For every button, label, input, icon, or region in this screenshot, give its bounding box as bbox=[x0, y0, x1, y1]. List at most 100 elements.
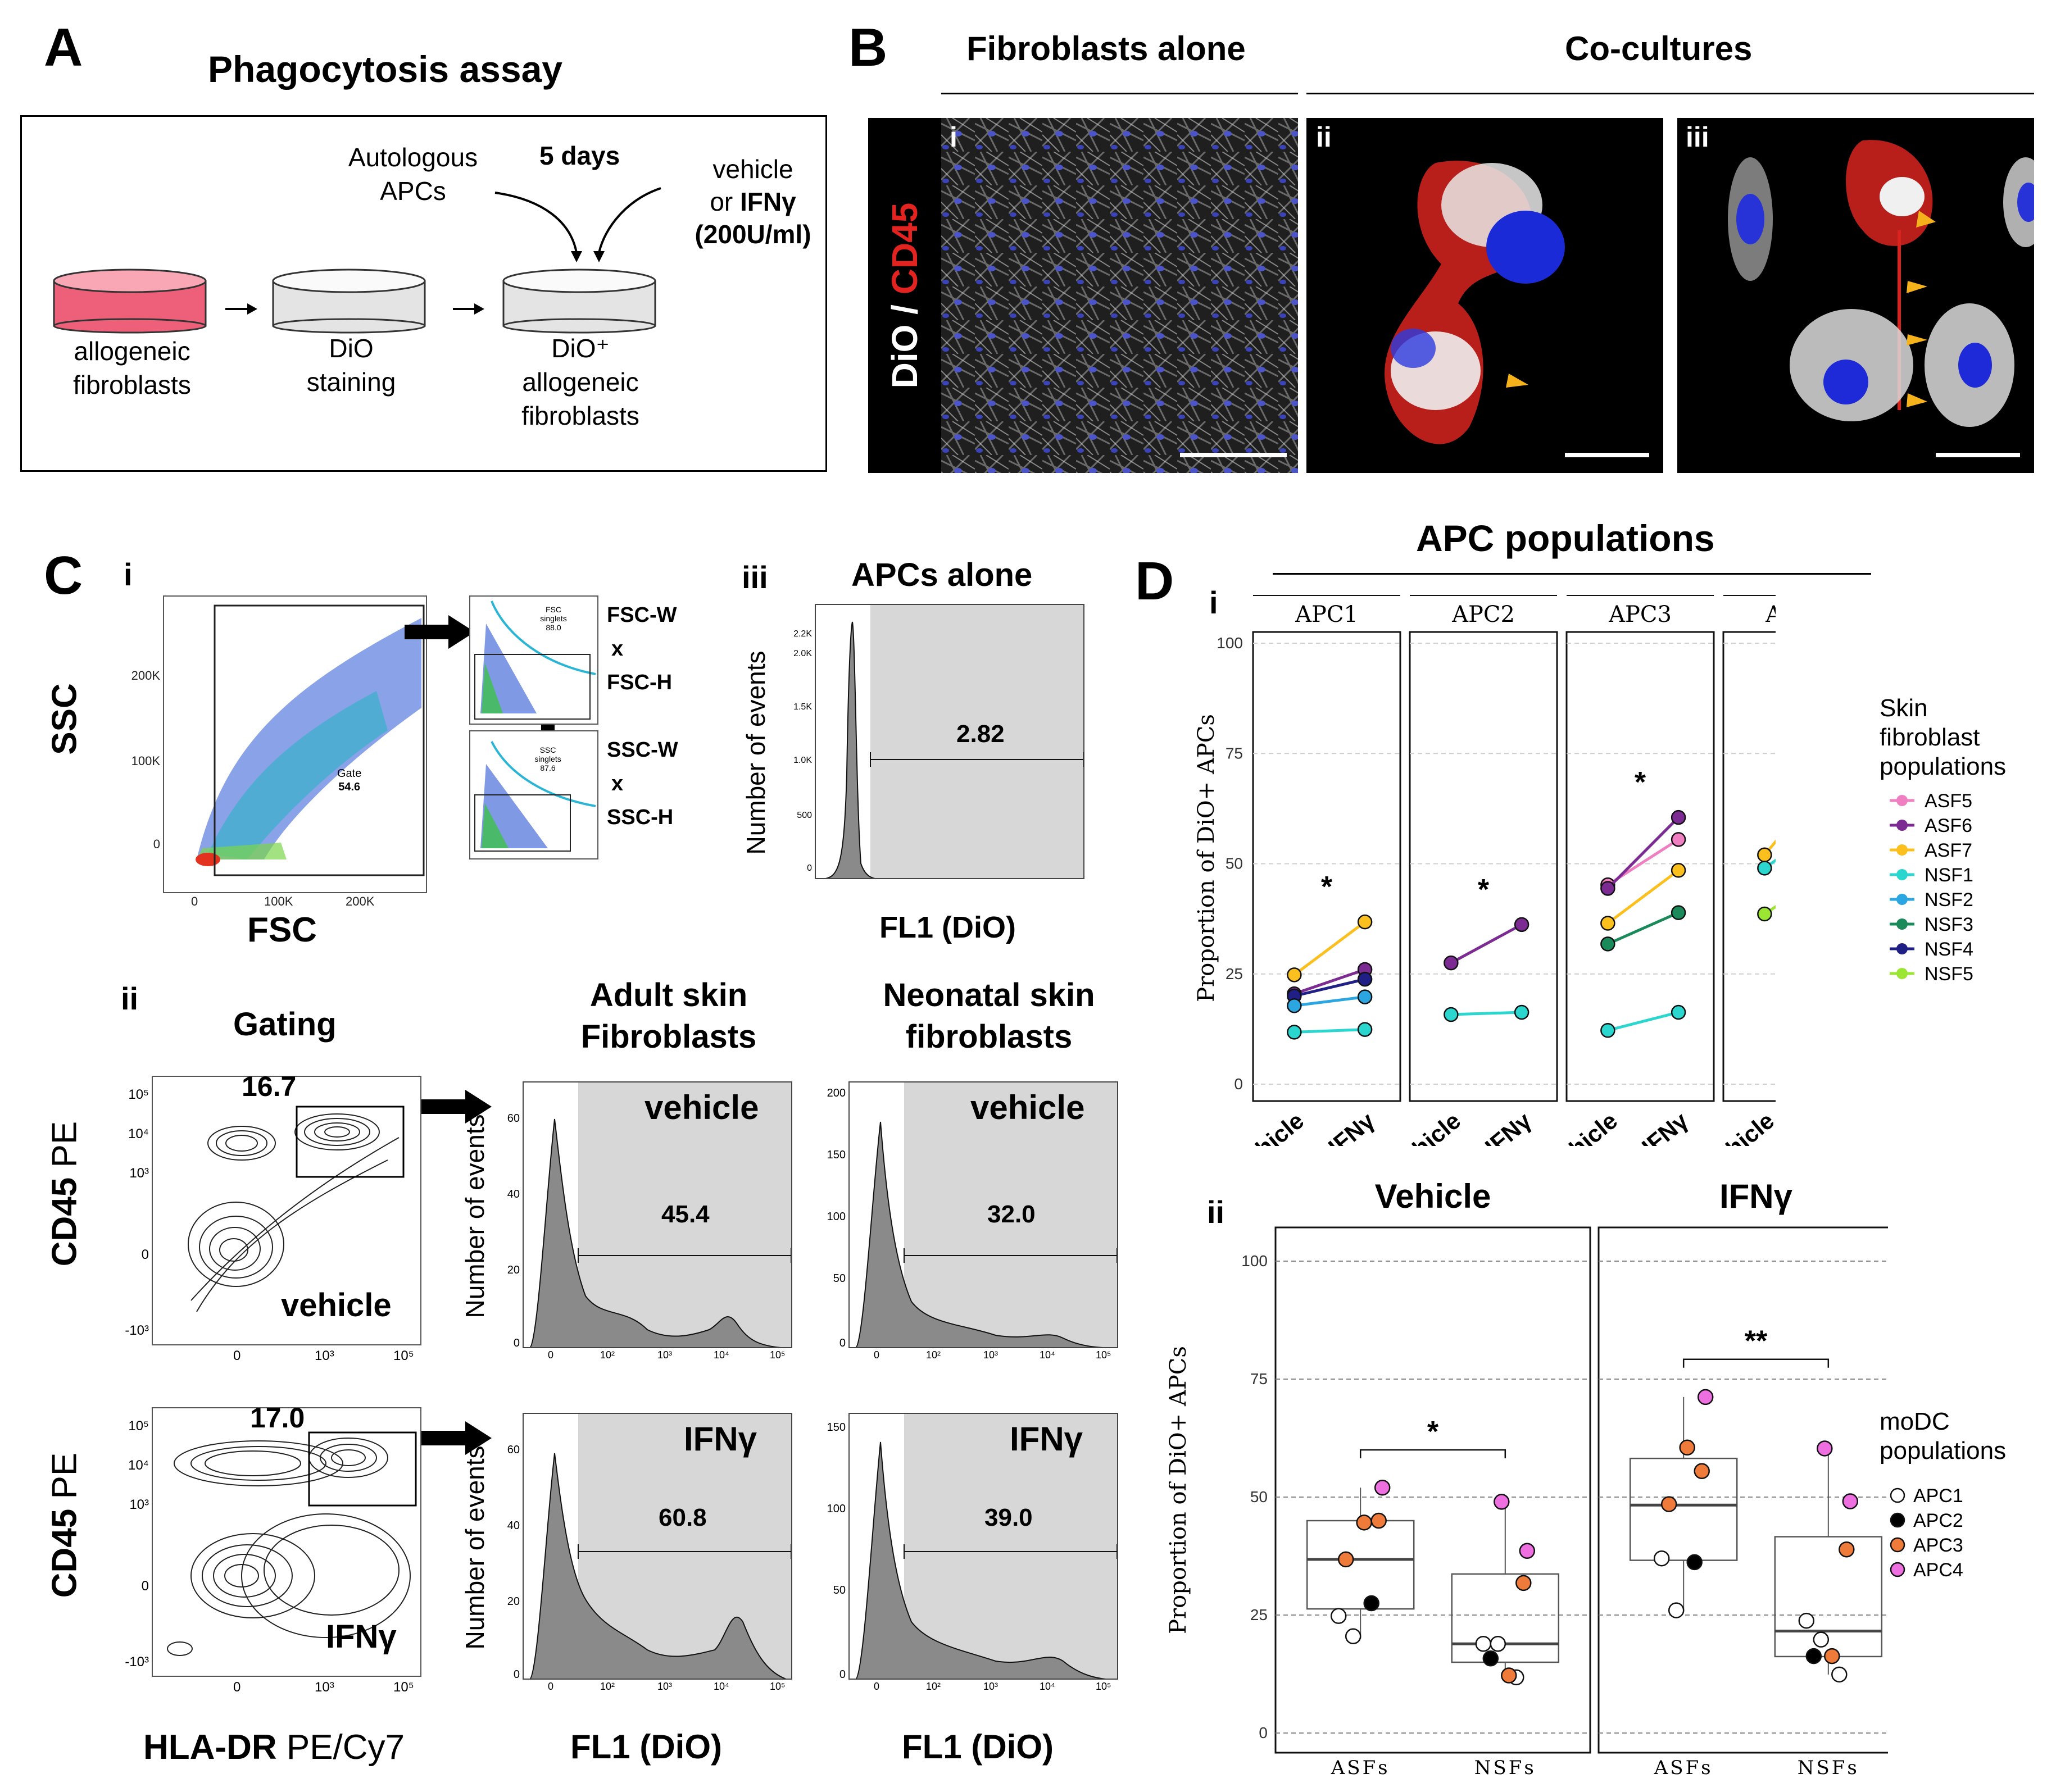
arrow-step-2 bbox=[453, 303, 484, 315]
d-ii-point-apc2 bbox=[1686, 1554, 1703, 1571]
nix-1: 0 bbox=[874, 1681, 880, 1692]
stain-label: DiO / CD45 bbox=[884, 203, 925, 389]
d-ii-ytick: 50 bbox=[1250, 1488, 1268, 1506]
legend-ii-label-apc4: APC4 bbox=[1913, 1559, 1963, 1581]
neonatal-title-line2: fibroblasts bbox=[905, 1018, 1073, 1055]
arrow-apcs bbox=[494, 192, 578, 253]
neonatal-ifng-curve bbox=[855, 1441, 1117, 1679]
vehicle-line: vehicle bbox=[712, 154, 793, 184]
d-ii-point-apc3 bbox=[1660, 1496, 1677, 1512]
legend-ii-label-apc2: APC2 bbox=[1913, 1510, 1963, 1531]
cd45-ylabel-suffix-2: PE bbox=[45, 1452, 84, 1509]
apc-ytick-4: 1.0K bbox=[793, 756, 812, 765]
d-ii-point-apc3 bbox=[1839, 1541, 1855, 1558]
ai-ytick-3: 20 bbox=[507, 1595, 520, 1608]
d-ii-point-apc4 bbox=[1494, 1494, 1510, 1510]
d-ii-point-apc3 bbox=[1370, 1512, 1387, 1529]
fsc-h: FSC-H bbox=[607, 671, 673, 694]
d-i-line-asf6 bbox=[1450, 923, 1523, 965]
av-ytick-3: 20 bbox=[507, 1264, 520, 1276]
arrow-treatment bbox=[598, 187, 661, 253]
legend-ii-title: moDC populations bbox=[1880, 1407, 2006, 1466]
dish2-line1: DiO bbox=[329, 334, 374, 363]
panel-d-i-label: i bbox=[1209, 585, 1218, 620]
vehicle-gate bbox=[296, 1106, 405, 1178]
fsc-singlets-subtitle: singlets bbox=[540, 614, 566, 623]
contour-ifng-ylabel: CD45 PE bbox=[45, 1453, 85, 1598]
apc-ytick-6: 0 bbox=[807, 863, 812, 873]
d-ii-point-apc1 bbox=[1490, 1635, 1506, 1652]
d-i-facet-title: APC4 bbox=[1765, 602, 1776, 627]
neonatal-vehicle-curve bbox=[855, 1121, 1117, 1347]
adult-ifng-yticks: 60 40 20 0 bbox=[494, 1413, 520, 1681]
legend-ii-title-1: moDC bbox=[1880, 1408, 1950, 1435]
adult-title: Adult skin Fibroblasts bbox=[517, 975, 820, 1058]
legend-i-label-nsf4: NSF4 bbox=[1925, 939, 1973, 960]
apcs-alone-gate-shade bbox=[870, 605, 1083, 878]
adult-vehicle-ylabel: Number of events bbox=[460, 1114, 489, 1318]
panel-d-letter: D bbox=[1135, 551, 1174, 611]
d-ii-ylabel: Proportion of DiO+ APCs bbox=[1169, 1346, 1191, 1634]
d-i-xtick-1: IFNγ bbox=[1480, 1107, 1536, 1146]
arrow-ifng bbox=[421, 1421, 492, 1455]
d-i-point-asf7-vehicle bbox=[1600, 916, 1615, 931]
adult-title-line1: Adult skin bbox=[589, 977, 748, 1013]
dish1-line1: allogeneic bbox=[74, 336, 190, 366]
dish2-label: DiO staining bbox=[258, 331, 444, 399]
legend-i-title-1: Skin bbox=[1880, 694, 1928, 722]
d-i-xtick-0: Vehicle bbox=[1700, 1107, 1776, 1146]
cv-ytick-4: 0 bbox=[141, 1247, 149, 1262]
nv-ytick-3: 100 bbox=[827, 1211, 846, 1223]
dish3-line3: fibroblasts bbox=[521, 401, 639, 430]
arrowhead-iii-4 bbox=[1907, 393, 1927, 407]
fsc-axes-label: FSC-W x FSC-H bbox=[607, 598, 677, 699]
cv-ytick-2: 10⁴ bbox=[128, 1126, 149, 1141]
d-i-point-nsf2-ifng bbox=[1357, 989, 1373, 1004]
five-days-label: 5 days bbox=[539, 141, 620, 170]
header-rule-left bbox=[941, 93, 1298, 94]
gating-title: Gating bbox=[233, 1006, 337, 1043]
sub-label-i: i bbox=[950, 121, 957, 153]
ssc-singlets-value: 87.6 bbox=[540, 763, 555, 772]
ifng-gate-value: 17.0 bbox=[250, 1402, 305, 1434]
cd45-ylabel-suffix: PE bbox=[45, 1121, 84, 1177]
d-i-point-nsf3-vehicle bbox=[1600, 936, 1615, 952]
neonatal-xlabel: FL1 (DiO) bbox=[902, 1728, 1054, 1766]
arrow-step-1 bbox=[225, 303, 257, 315]
d-i-point-nsf1-vehicle bbox=[1444, 1007, 1459, 1022]
neonatal-ifng-gate-shade bbox=[904, 1414, 1117, 1679]
apcs-alone-xlabel: FL1 (DiO) bbox=[879, 911, 1016, 944]
adult-vehicle-value: 45.4 bbox=[661, 1200, 710, 1228]
legend-ii: APC1 APC2 APC3 APC4 bbox=[1890, 1485, 1963, 1581]
d-ii-point-apc3 bbox=[1356, 1514, 1372, 1531]
legend-i-dot-asf7 bbox=[1896, 844, 1908, 856]
nvx-2: 10² bbox=[926, 1349, 941, 1361]
d-ii-point-apc1 bbox=[1475, 1635, 1492, 1652]
hla-dr-bold: HLA-DR bbox=[143, 1728, 277, 1767]
ssc-axes-label: SSC-W x SSC-H bbox=[607, 733, 678, 834]
nv-ytick-1: 200 bbox=[827, 1087, 846, 1099]
d-i-facet-title: APC2 bbox=[1451, 602, 1515, 627]
d-i-line-nsf3 bbox=[1607, 911, 1680, 945]
av-ytick-4: 0 bbox=[513, 1337, 520, 1349]
d-ii-box-nsfs bbox=[1451, 1573, 1560, 1663]
d-ii-point-apc4 bbox=[1697, 1389, 1714, 1406]
d-ii-ytick: 25 bbox=[1250, 1606, 1268, 1623]
fsc-singlets-value: 88.0 bbox=[546, 623, 561, 632]
adult-xlabel: FL1 (DiO) bbox=[570, 1728, 722, 1766]
d-ii-point-apc1 bbox=[1813, 1631, 1830, 1648]
d-ii-facet-title: IFNγ bbox=[1719, 1177, 1793, 1215]
d-ii-point-apc4 bbox=[1374, 1479, 1391, 1496]
d-i-point-asf6-vehicle bbox=[1600, 881, 1615, 896]
ssc-axis-label: SSC bbox=[45, 683, 84, 755]
dish-dio-staining bbox=[272, 269, 426, 334]
apc-ytick-2: 2.0K bbox=[793, 649, 812, 658]
d-ii-sig-bracket bbox=[1682, 1358, 1830, 1368]
ci-ytick-5: -10³ bbox=[125, 1654, 149, 1670]
ci-xtick-2: 10³ bbox=[315, 1680, 334, 1695]
nv-ytick-5: 0 bbox=[839, 1337, 846, 1349]
nvx-1: 0 bbox=[874, 1349, 880, 1361]
panel-d-ii-label: ii bbox=[1207, 1194, 1225, 1230]
d-ii-point-apc4 bbox=[1817, 1440, 1833, 1457]
ni-ytick-1: 150 bbox=[827, 1421, 846, 1434]
